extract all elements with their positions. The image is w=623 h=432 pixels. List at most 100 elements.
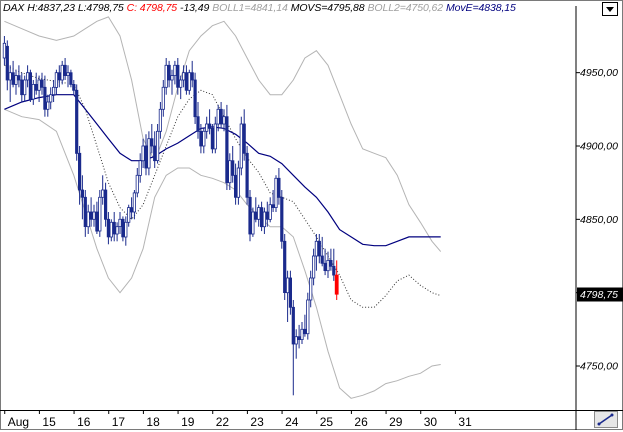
candle-body <box>297 336 301 341</box>
candle <box>80 175 84 220</box>
candle-body <box>80 189 84 198</box>
header-change: -13,49 <box>180 2 210 14</box>
candle-body <box>83 196 87 228</box>
candle <box>187 69 191 95</box>
candle <box>147 131 151 176</box>
candle-body <box>121 218 125 238</box>
candle-body <box>228 160 232 184</box>
candle-body <box>52 86 56 96</box>
candle-body <box>75 89 79 154</box>
candle <box>86 204 90 234</box>
candle-body <box>207 123 212 129</box>
candle-body <box>170 75 174 81</box>
candle-body <box>14 75 18 85</box>
candle <box>262 207 267 234</box>
candle <box>155 124 160 164</box>
candle-body <box>153 145 157 162</box>
candle <box>23 75 27 102</box>
bollinger-upper-band <box>4 16 442 252</box>
candle <box>132 190 136 220</box>
candle <box>257 204 261 227</box>
candle <box>40 72 44 95</box>
candle-body <box>106 218 110 238</box>
candle-body <box>98 196 102 232</box>
header-boll1: BOLL1=4841,14 <box>212 2 288 14</box>
candle <box>205 116 209 139</box>
candle-body <box>150 138 154 147</box>
candle <box>285 270 290 322</box>
candle <box>199 124 203 154</box>
candle <box>43 75 47 117</box>
candle <box>239 116 243 176</box>
candle-body <box>63 64 67 77</box>
candle-body <box>317 240 321 257</box>
candle <box>291 300 295 396</box>
candle <box>306 292 310 340</box>
candle-body <box>202 130 206 147</box>
candle-body <box>20 79 24 96</box>
candle-body <box>141 145 145 162</box>
candle-body <box>66 72 70 76</box>
candle <box>144 134 148 176</box>
candle-body <box>303 328 307 335</box>
x-tick-label: 23 <box>250 415 264 429</box>
x-tick-label: 29 <box>389 415 403 429</box>
candle <box>54 69 59 95</box>
candle-body <box>288 277 293 308</box>
candle <box>225 104 229 190</box>
candle <box>37 75 41 102</box>
candle-body <box>161 86 165 110</box>
candle-body <box>309 277 313 301</box>
candle-body <box>285 277 290 294</box>
x-tick-label: 26 <box>354 415 368 429</box>
x-tick-label: 25 <box>320 415 334 429</box>
candle-body <box>271 204 275 208</box>
trend-line-tool-icon[interactable] <box>594 411 618 428</box>
candle <box>207 109 212 135</box>
candle-body <box>294 336 298 345</box>
candle <box>98 190 102 237</box>
candle-body <box>225 116 229 184</box>
candle <box>89 197 93 227</box>
candle <box>219 102 223 129</box>
candle <box>222 109 226 132</box>
candle <box>20 72 24 102</box>
last-price-label: 4798,75 <box>580 289 618 301</box>
candle <box>52 80 56 102</box>
candle <box>167 60 171 88</box>
candle-body <box>135 174 139 194</box>
candle-body <box>115 226 119 235</box>
candle-body <box>187 72 191 91</box>
candle <box>320 236 324 267</box>
candle <box>268 197 272 223</box>
candle-body <box>158 108 162 132</box>
header-symbol: DAX <box>3 2 25 14</box>
candle-body <box>138 160 142 176</box>
candle-body <box>306 299 310 335</box>
candle <box>309 270 313 308</box>
candle <box>176 58 180 95</box>
candle-body <box>179 79 183 88</box>
candle <box>271 190 275 212</box>
candle-body <box>190 72 194 81</box>
candle-body <box>92 211 96 220</box>
candle <box>118 212 122 234</box>
y-tick-label: 4950,00 <box>580 67 618 79</box>
indicator-header: DAX H:4837,23 L:4798,75 C: 4798,75 -13,49 BOL… <box>3 2 519 14</box>
candle-body <box>132 192 136 213</box>
candle-body <box>104 189 108 220</box>
candle <box>311 248 316 286</box>
candle-body <box>11 72 15 85</box>
dropdown-arrow-icon[interactable] <box>602 2 618 16</box>
candle <box>277 168 281 205</box>
candle-body <box>300 328 304 340</box>
x-tick-label: 16 <box>77 415 91 429</box>
candle-body <box>147 138 151 169</box>
candle <box>34 72 38 95</box>
candle <box>2 36 7 66</box>
candle-body <box>34 84 38 91</box>
candle <box>265 201 269 227</box>
candle-body <box>280 196 284 242</box>
candle-body <box>8 72 12 81</box>
